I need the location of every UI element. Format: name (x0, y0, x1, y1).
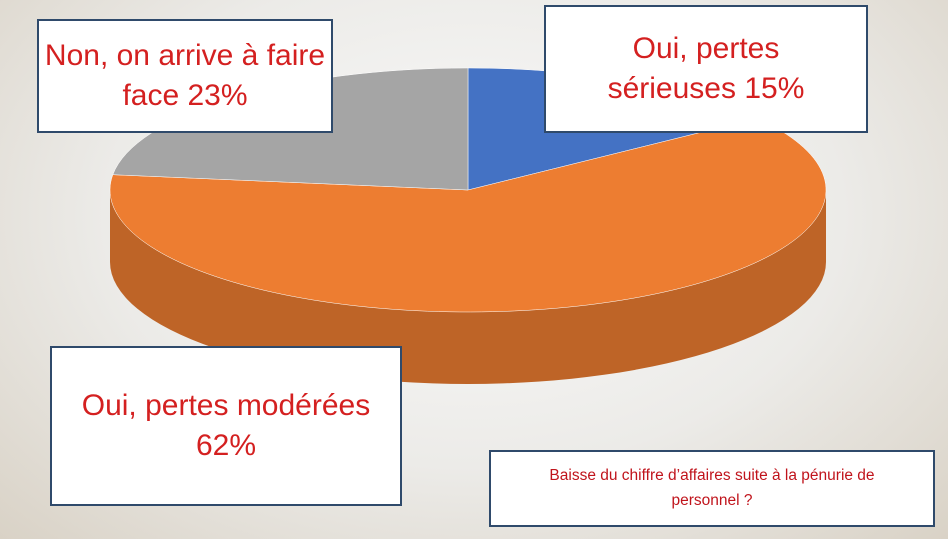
slice-label: Oui, pertes modérées 62% (82, 386, 370, 467)
label-box: Oui, pertes sérieuses 15% (544, 5, 868, 133)
value-label: 23% (187, 79, 248, 112)
slice (109, 118, 827, 313)
slice-label: Oui, pertes sérieuses 15% (591, 29, 821, 110)
slice-label: Non, on arrive à faire face 23% (39, 36, 331, 117)
slice-side (110, 190, 826, 384)
category-label: Oui, pertes modérées (81, 388, 371, 422)
label-box: Non, on arrive à faire face 23% (37, 19, 333, 133)
title-box: Baisse du chiffre d’affaires suite à la … (489, 450, 935, 527)
category-label: Non, on arrive à faire face (44, 38, 326, 113)
chart-title: Baisse du chiffre d’affaires suite à la … (549, 466, 875, 509)
value-label: 62% (195, 429, 257, 462)
value-label: 15% (744, 72, 805, 105)
category-label: Oui, pertes sérieuses (607, 31, 780, 106)
label-box: Oui, pertes modérées 62% (50, 346, 402, 506)
